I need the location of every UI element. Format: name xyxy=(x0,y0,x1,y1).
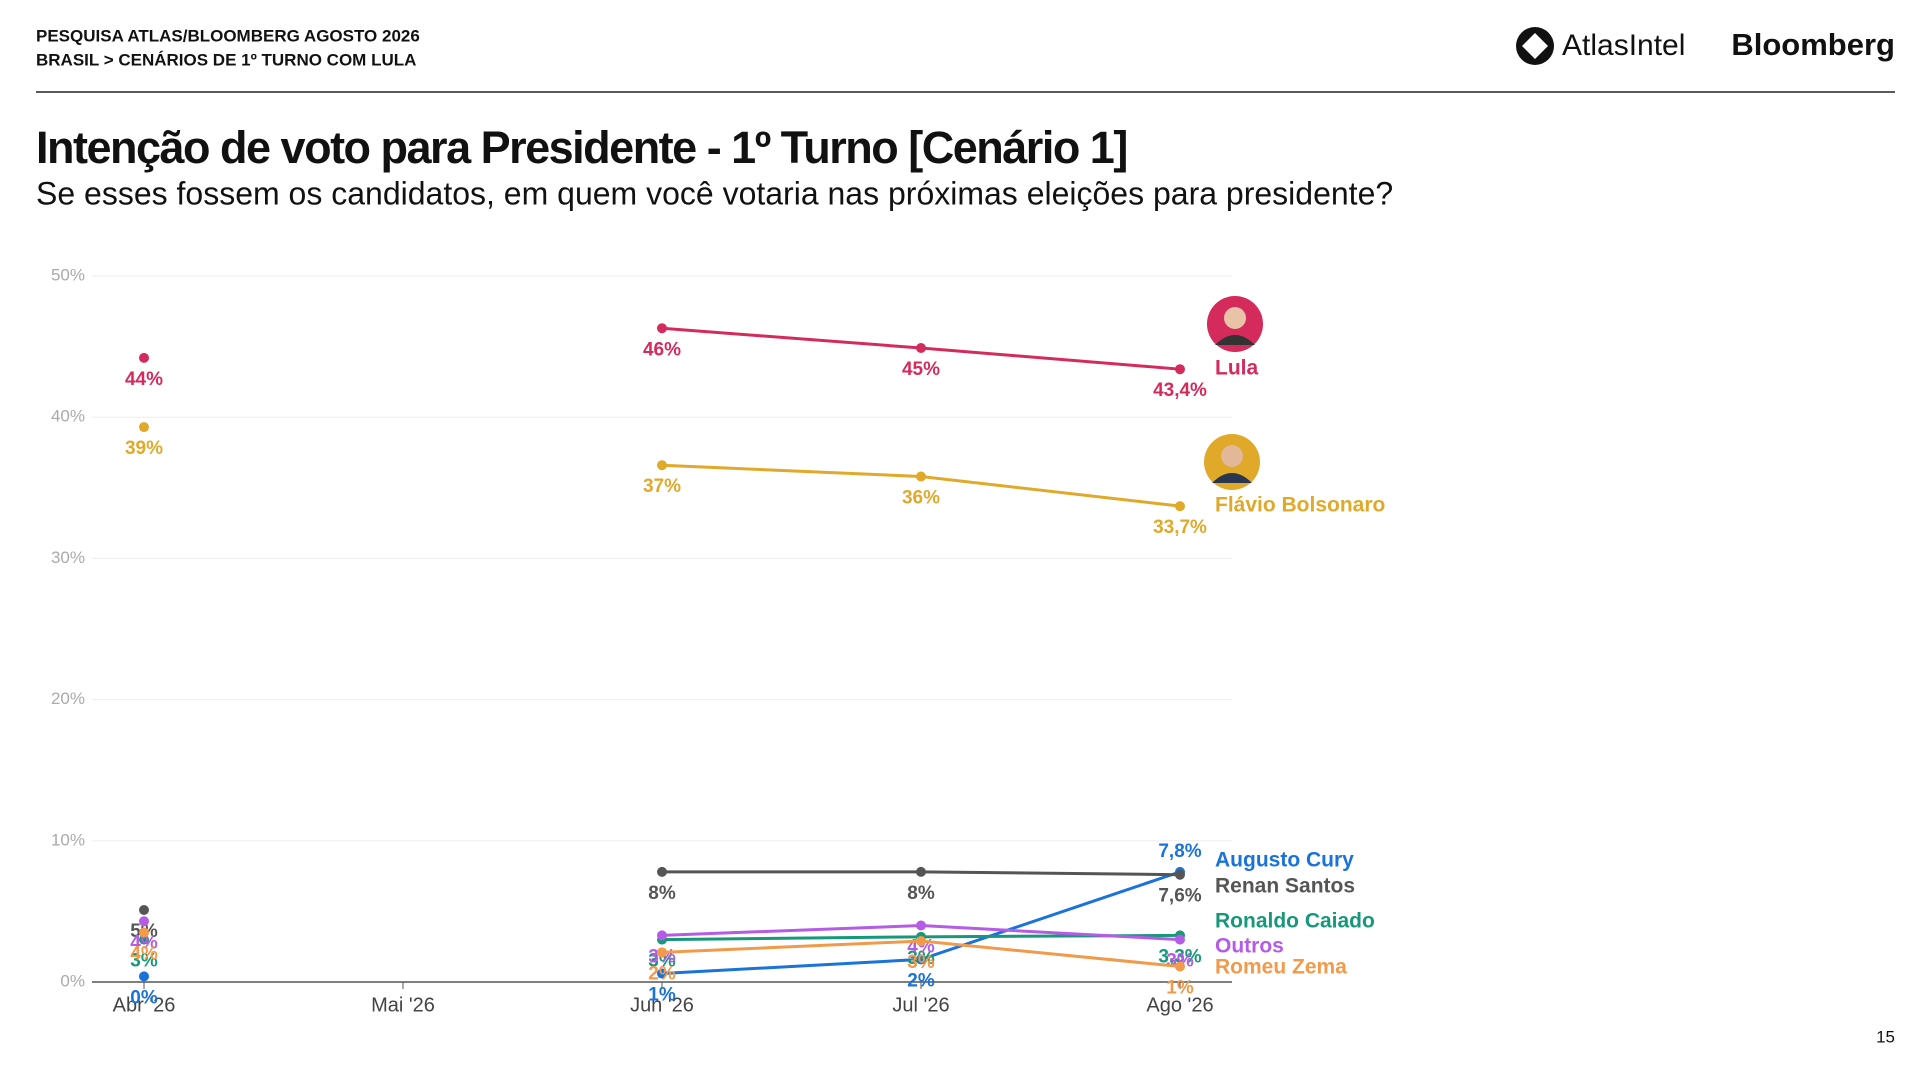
point xyxy=(1175,934,1185,945)
value-label: 2% xyxy=(907,970,935,991)
point xyxy=(657,460,667,471)
value-label: 46% xyxy=(643,339,681,360)
value-label: 37% xyxy=(643,476,681,497)
point xyxy=(1175,501,1185,512)
atlas-logo: AtlasIntel xyxy=(1562,29,1685,62)
page-number: 15 xyxy=(1876,1027,1895,1046)
chart-title: Intenção de voto para Presidente - 1º Tu… xyxy=(36,122,1127,173)
point xyxy=(657,947,667,958)
avatar-flavio xyxy=(1204,434,1260,490)
value-label: 39% xyxy=(125,438,163,459)
y-tick-label: 20% xyxy=(51,689,85,708)
x-tick-label: Abr '26 xyxy=(113,994,176,1016)
point xyxy=(1175,364,1185,375)
point xyxy=(139,971,149,982)
point xyxy=(139,904,149,915)
value-label: 3% xyxy=(907,948,935,969)
atlas-logo-icon xyxy=(1516,27,1554,65)
avatar-lula xyxy=(1207,296,1263,352)
y-tick-label: 30% xyxy=(51,548,85,567)
legend-label: Renan Santos xyxy=(1215,875,1355,898)
survey-label: PESQUISA ATLAS/BLOOMBERG AGOSTO 2026 xyxy=(36,26,420,45)
legend-label: Outros xyxy=(1215,935,1284,958)
point xyxy=(139,934,149,945)
value-label: 36% xyxy=(902,488,940,509)
point xyxy=(657,930,667,941)
legend-label: Lula xyxy=(1215,357,1258,380)
value-label: 8% xyxy=(907,883,935,904)
point xyxy=(1175,869,1185,880)
value-label: 3% xyxy=(130,951,158,972)
value-label: 1% xyxy=(648,985,676,1006)
point xyxy=(139,422,149,433)
point xyxy=(139,352,149,363)
value-label: 3,3% xyxy=(1158,946,1201,967)
value-label: 3% xyxy=(907,952,935,973)
value-label: 44% xyxy=(125,369,163,390)
x-tick-label: Jul '26 xyxy=(892,994,949,1016)
legend-label: Ronaldo Caiado xyxy=(1215,910,1375,933)
point xyxy=(657,323,667,334)
chart-subtitle: Se esses fossem os candidatos, em quem v… xyxy=(36,175,1393,211)
legend-label: Flávio Bolsonaro xyxy=(1215,494,1385,517)
x-tick-label: Ago '26 xyxy=(1146,994,1213,1016)
breadcrumb: BRASIL > CENÁRIOS DE 1º TURNO COM LULA xyxy=(36,50,416,69)
legend-label: Romeu Zema xyxy=(1215,956,1347,979)
value-label: 43,4% xyxy=(1153,380,1207,401)
value-label: 7,6% xyxy=(1158,886,1201,907)
point xyxy=(139,916,149,927)
point xyxy=(916,471,926,482)
y-tick-label: 10% xyxy=(51,830,85,849)
value-label: 8% xyxy=(648,883,676,904)
y-tick-label: 0% xyxy=(60,971,85,990)
point xyxy=(657,866,667,877)
x-tick-label: Jun '26 xyxy=(630,994,694,1016)
point xyxy=(916,954,926,965)
value-label: 4% xyxy=(130,932,158,953)
value-label: 33,7% xyxy=(1153,517,1207,538)
x-tick-label: Mai '26 xyxy=(371,994,435,1016)
value-label: 2% xyxy=(648,963,676,984)
point xyxy=(1175,961,1185,972)
value-label: 0% xyxy=(130,987,158,1008)
y-tick-label: 40% xyxy=(51,407,85,426)
point xyxy=(139,927,149,938)
point xyxy=(916,936,926,947)
value-label: 45% xyxy=(902,359,940,380)
point xyxy=(916,343,926,354)
value-label: 7,8% xyxy=(1158,841,1201,862)
value-label: 3% xyxy=(648,951,676,972)
value-label: 1% xyxy=(1166,977,1194,998)
value-label: 4% xyxy=(130,944,158,965)
y-tick-label: 50% xyxy=(51,265,85,284)
bloomberg-logo: Bloomberg xyxy=(1731,27,1895,62)
point xyxy=(657,968,667,979)
plot: 0% 10% 20% 30% 40% 50% Abr '26 Mai '26 Jun '26 Ju… xyxy=(51,265,1385,1016)
legend-label: Augusto Cury xyxy=(1215,849,1354,872)
point xyxy=(916,866,926,877)
point xyxy=(916,920,926,931)
